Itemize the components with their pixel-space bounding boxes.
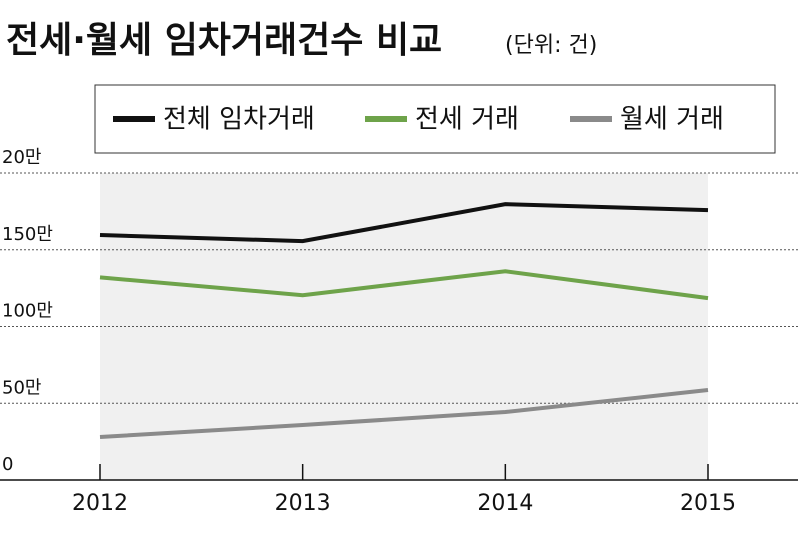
y-tick-label: 150만 [2,224,53,245]
series-line [99,269,709,301]
legend-label: 전세 거래 [415,105,519,135]
legend-label: 전체 임차거래 [163,105,315,135]
legend-label: 월세 거래 [620,105,724,135]
legend-box [94,84,776,154]
x-tick-label: 2014 [477,491,533,516]
x-tick-label: 2013 [275,491,331,516]
y-tick-label: 0 [2,454,13,475]
x-tick-label: 2015 [680,491,736,516]
series-line [99,388,709,440]
y-tick-label: 100만 [2,301,53,322]
chart-subtitle: (단위: 건) [505,33,597,58]
series-line [99,202,709,244]
x-tick-label: 2012 [72,491,128,516]
y-tick-label: 50만 [2,377,41,398]
y-tick-label: 20만 [2,147,41,168]
chart-title: 전세·월세 임차거래건수 비교 [6,20,442,61]
